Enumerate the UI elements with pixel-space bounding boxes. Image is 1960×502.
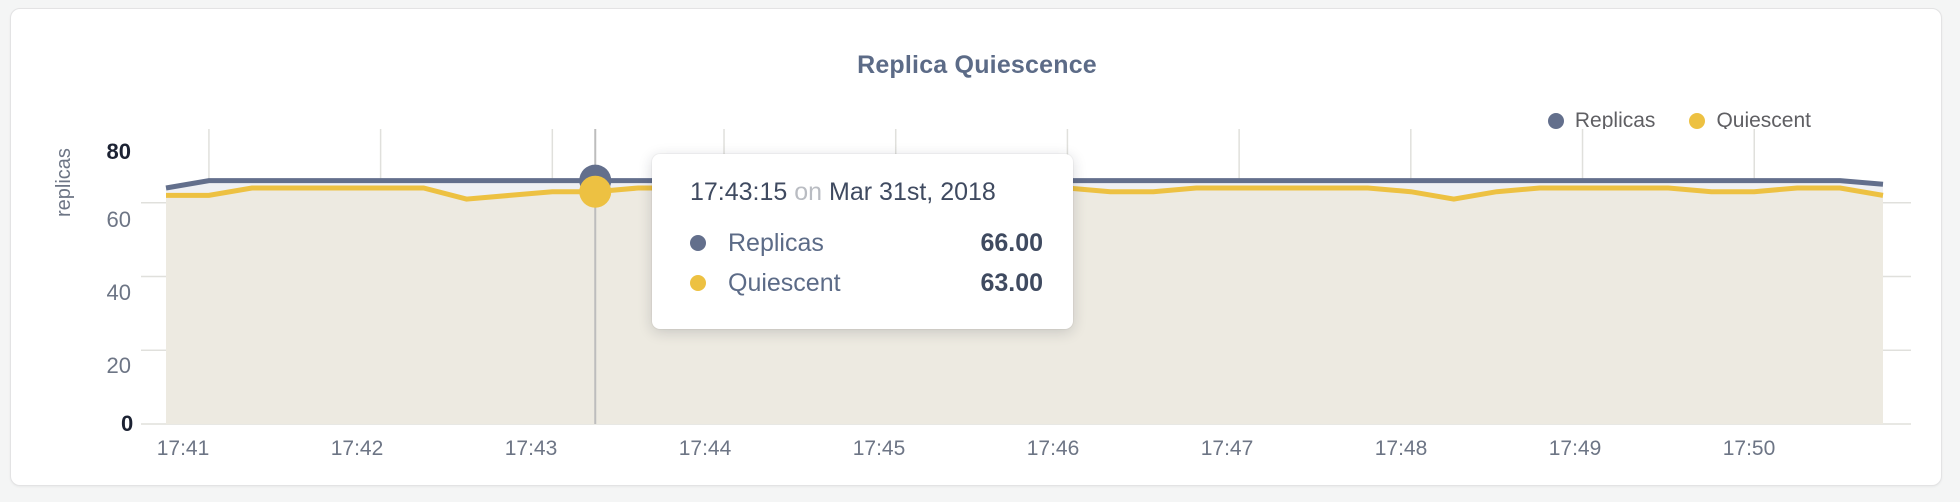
x-tick-1747: 17:47 (1200, 437, 1254, 460)
page-title: Replica Quiescence (857, 51, 1097, 79)
tooltip-series-value: 63.00 (980, 268, 1043, 297)
y-tick-0: 0 (121, 411, 134, 436)
x-tick-1743: 17:43 (504, 437, 558, 460)
y-tick-60: 60 (106, 207, 131, 232)
series-dot-icon (690, 235, 706, 251)
tooltip-series-label: Quiescent (728, 268, 841, 297)
legend-item-quiescent[interactable]: Quiescent (1689, 109, 1811, 133)
legend-label: Replicas (1574, 109, 1656, 132)
legend-item-replicas[interactable]: Replicas (1547, 109, 1656, 133)
x-tick-1749: 17:49 (1548, 437, 1602, 460)
legend-dot-icon (1689, 113, 1706, 129)
legend-label: Quiescent (1716, 109, 1811, 132)
y-tick-80: 80 (106, 139, 131, 164)
tooltip-time: 17:43:15 (690, 178, 788, 206)
tooltip-series-value: 66.00 (980, 228, 1043, 257)
series-dot-icon (690, 275, 706, 291)
x-tick-1745: 17:45 (852, 437, 906, 460)
x-tick-1750: 17:50 (1722, 437, 1776, 460)
tooltip-row-replicas: Replicas 66.00 (690, 223, 1043, 263)
chart-legend: Replicas Quiescent (1547, 109, 1811, 133)
tooltip-row-quiescent: Quiescent 63.00 (690, 263, 1043, 303)
tooltip-date: Mar 31st, 2018 (829, 178, 996, 206)
x-tick-1742: 17:42 (330, 437, 384, 460)
x-tick-1746: 17:46 (1026, 437, 1080, 460)
tooltip-separator: on (794, 178, 823, 206)
chart-tooltip: 17:43:15 on Mar 31st, 2018 Replicas 66.0… (652, 154, 1073, 329)
chart-card: Replica Quiescence Replicas Quiescent (10, 8, 1942, 486)
legend-dot-icon (1547, 113, 1564, 129)
x-tick-1744: 17:44 (678, 437, 732, 460)
tooltip-header: 17:43:15 on Mar 31st, 2018 (690, 178, 1043, 207)
x-tick-1748: 17:48 (1374, 437, 1428, 460)
y-tick-20: 20 (106, 353, 131, 378)
y-tick-40: 40 (106, 280, 131, 305)
tooltip-series-label: Replicas (728, 228, 824, 257)
x-tick-1741: 17:41 (156, 437, 210, 460)
